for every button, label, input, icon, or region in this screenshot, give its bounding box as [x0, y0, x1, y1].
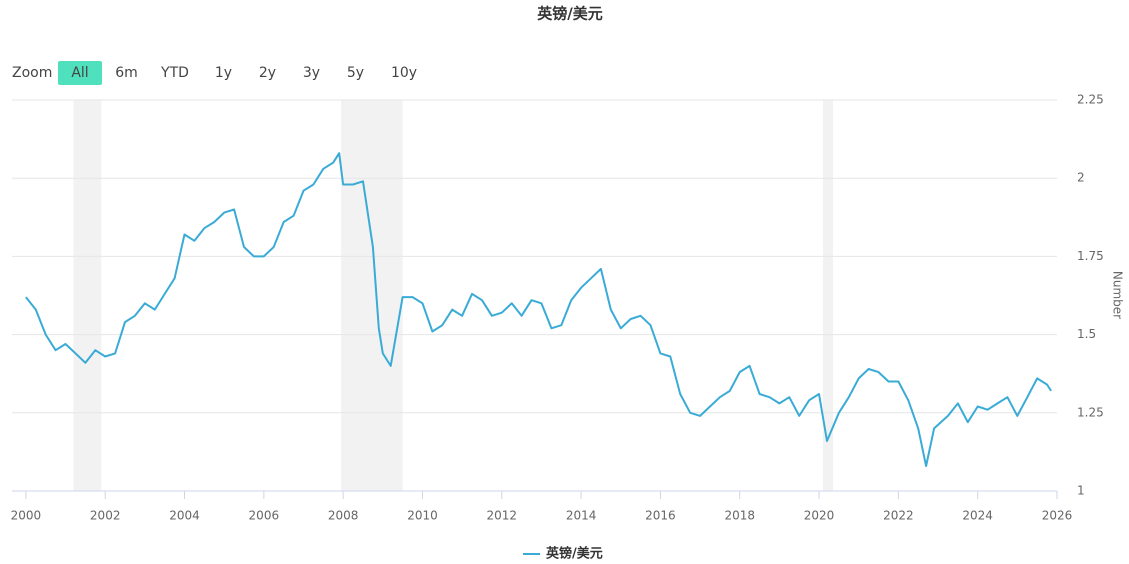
plot-band [341, 100, 403, 491]
x-tick-label: 2002 [90, 509, 121, 523]
x-tick-label: 2004 [169, 509, 200, 523]
zoom-button-bg [58, 61, 102, 85]
x-tick-label: 2006 [249, 509, 280, 523]
y-axis-title: Number [1111, 271, 1125, 319]
zoom-button[interactable]: 2y [259, 65, 276, 81]
zoom-button[interactable]: 10y [391, 65, 417, 81]
zoom-button[interactable]: 1y [215, 65, 232, 81]
zoom-label: Zoom [12, 65, 52, 81]
y-tick-label: 2 [1077, 171, 1085, 185]
x-tick-label: 2008 [328, 509, 359, 523]
x-tick-label: 2014 [566, 509, 597, 523]
legend-label[interactable]: 英镑/美元 [545, 546, 603, 562]
y-tick-label: 2.25 [1077, 93, 1104, 107]
x-tick-label: 2012 [487, 509, 518, 523]
series-line [25, 152, 1052, 467]
zoom-button[interactable]: YTD [160, 65, 189, 81]
x-tick-label: 2024 [962, 509, 993, 523]
x-tick-label: 2026 [1042, 509, 1073, 523]
x-tick-label: 2018 [724, 509, 755, 523]
x-tick-label: 2016 [645, 509, 676, 523]
zoom-button[interactable]: 6m [115, 65, 138, 81]
x-tick-label: 2020 [804, 509, 835, 523]
x-tick-label: 2000 [11, 509, 42, 523]
zoom-button[interactable]: All [71, 65, 88, 81]
zoom-button[interactable]: 5y [347, 65, 364, 81]
y-tick-label: 1.25 [1077, 405, 1104, 419]
plot-band [823, 100, 833, 491]
chart-title: 英镑/美元 [537, 5, 602, 23]
plot-band [73, 100, 102, 491]
y-tick-label: 1.5 [1077, 327, 1096, 341]
zoom-button[interactable]: 3y [303, 65, 320, 81]
y-tick-label: 1 [1077, 484, 1085, 498]
x-tick-label: 2022 [883, 509, 914, 523]
x-tick-label: 2010 [407, 509, 438, 523]
y-tick-label: 1.75 [1077, 249, 1104, 263]
